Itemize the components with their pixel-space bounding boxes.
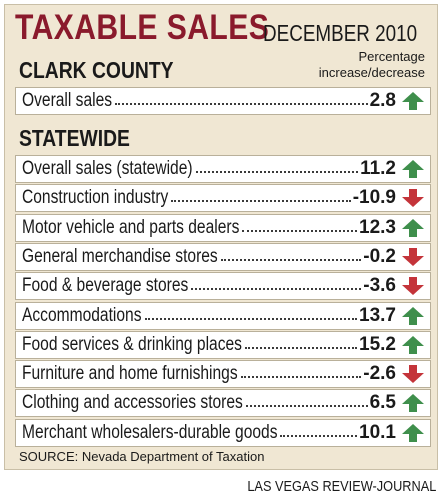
row-value: 6.5 (369, 392, 396, 414)
dot-leader (242, 229, 357, 232)
table-row: Food & beverage stores -3.6 (15, 272, 431, 301)
arrow-down-icon (402, 189, 424, 208)
row-label: Overall sales (statewide) (22, 158, 193, 179)
table-row: Overall sales 2.8 (15, 87, 431, 115)
row-label: Motor vehicle and parts dealers (22, 216, 240, 238)
table-row: Food services & drinking places 15.2 (15, 330, 431, 359)
dot-leader (220, 258, 362, 261)
dot-leader (244, 346, 357, 349)
arrow-up-icon (402, 306, 424, 325)
row-value: 11.2 (360, 158, 396, 179)
row-value: 15.2 (359, 333, 396, 355)
row-value: -2.6 (363, 363, 396, 385)
row-value: 13.7 (359, 304, 396, 326)
row-label: Food & beverage stores (22, 275, 189, 297)
dot-leader (195, 171, 359, 173)
source-note: SOURCE: Nevada Department of Taxation (19, 449, 265, 464)
arrow-up-icon (402, 160, 424, 178)
row-label: Merchant wholesalers-durable goods (22, 421, 278, 443)
row-value: -10.9 (352, 187, 396, 209)
table-row: Furniture and home furnishings -2.6 (15, 360, 431, 389)
table-row: Clothing and accessories stores 6.5 (15, 389, 431, 418)
dot-leader (240, 376, 362, 379)
row-label: Construction industry (22, 187, 169, 209)
table-row: Merchant wholesalers-durable goods 10.1 (15, 418, 431, 447)
arrow-up-icon (402, 218, 424, 237)
dot-leader (115, 103, 368, 105)
table-row: General merchandise stores -0.2 (15, 242, 431, 271)
section-heading: STATEWIDE (19, 125, 130, 151)
row-label: Clothing and accessories stores (22, 392, 243, 414)
dot-leader (171, 200, 351, 203)
infographic-panel: TAXABLE SALES DECEMBER 2010 Percentage i… (4, 4, 438, 470)
row-value: 10.1 (359, 421, 396, 443)
dot-leader (280, 434, 357, 437)
row-value: 2.8 (369, 90, 396, 111)
row-label: Furniture and home furnishings (22, 363, 238, 385)
row-label: General merchandise stores (22, 245, 218, 267)
row-value: 12.3 (359, 216, 396, 238)
row-value: -3.6 (363, 275, 396, 297)
arrow-down-icon (402, 365, 424, 384)
dot-leader (191, 288, 362, 291)
table-row: Motor vehicle and parts dealers 12.3 (15, 213, 431, 242)
table-row: Accommodations 13.7 (15, 301, 431, 330)
percentage-note-line-1: Percentage (358, 49, 426, 64)
arrow-up-icon (402, 92, 424, 110)
percentage-note: Percentage increase/decrease (305, 49, 425, 81)
percentage-note-line-2: increase/decrease (318, 65, 425, 80)
arrow-up-icon (402, 423, 424, 442)
arrow-up-icon (402, 394, 424, 413)
arrow-up-icon (402, 335, 424, 354)
arrow-down-icon (402, 277, 424, 296)
row-value: -0.2 (363, 245, 396, 267)
dot-leader (245, 405, 368, 408)
section-heading: CLARK COUNTY (19, 57, 174, 83)
row-label: Food services & drinking places (22, 333, 242, 355)
row-label: Overall sales (22, 90, 113, 111)
publisher-credit: LAS VEGAS REVIEW-JOURNAL (247, 478, 436, 495)
dot-leader (144, 317, 357, 320)
table-row: Construction industry -10.9 (15, 184, 431, 213)
chart-subtitle: DECEMBER 2010 (263, 20, 418, 46)
table-row: Overall sales (statewide) 11.2 (15, 155, 431, 183)
row-label: Accommodations (22, 304, 142, 326)
chart-title: TAXABLE SALES (15, 8, 270, 47)
arrow-down-icon (402, 247, 424, 266)
